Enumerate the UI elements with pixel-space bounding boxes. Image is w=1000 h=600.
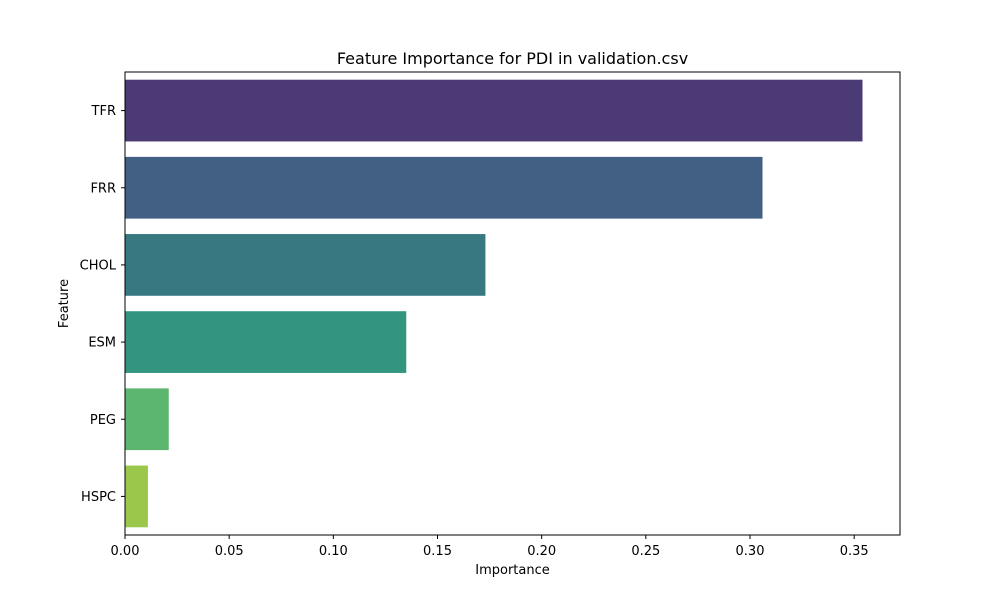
x-tick-label: 0.35 (840, 544, 869, 559)
bar-chol (125, 234, 486, 296)
bars-group (125, 79, 863, 528)
bar-hspc (125, 465, 148, 528)
y-tick-label: ESM (88, 336, 116, 351)
x-tick-label: 0.30 (736, 544, 765, 559)
bar-tfr (125, 79, 863, 142)
x-tick-label: 0.10 (319, 544, 348, 559)
x-tick-label: 0.05 (215, 544, 244, 559)
y-tick-label: HSPC (81, 490, 116, 505)
y-tick-label: FRR (90, 181, 116, 196)
x-tick-label: 0.00 (111, 544, 140, 559)
y-axis-label: Feature (57, 279, 72, 328)
y-tick-label: CHOL (80, 258, 117, 273)
bar-frr (125, 156, 763, 219)
ticks-group: TFR FRR CHOL ESM PEG HSPC 0.00 0.05 0.10 0.15 0.20… (80, 104, 869, 559)
chart-title: Feature Importance for PDI in validation… (337, 49, 688, 68)
x-axis-label: Importance (475, 563, 550, 578)
x-tick-label: 0.25 (631, 544, 660, 559)
x-tick-label: 0.20 (527, 544, 556, 559)
plot-frame (124, 71, 901, 536)
y-tick-label: PEG (90, 413, 116, 428)
x-tick-label: 0.15 (423, 544, 452, 559)
bar-esm (125, 311, 407, 373)
y-tick-label: TFR (91, 104, 116, 119)
bar-peg (125, 388, 169, 451)
